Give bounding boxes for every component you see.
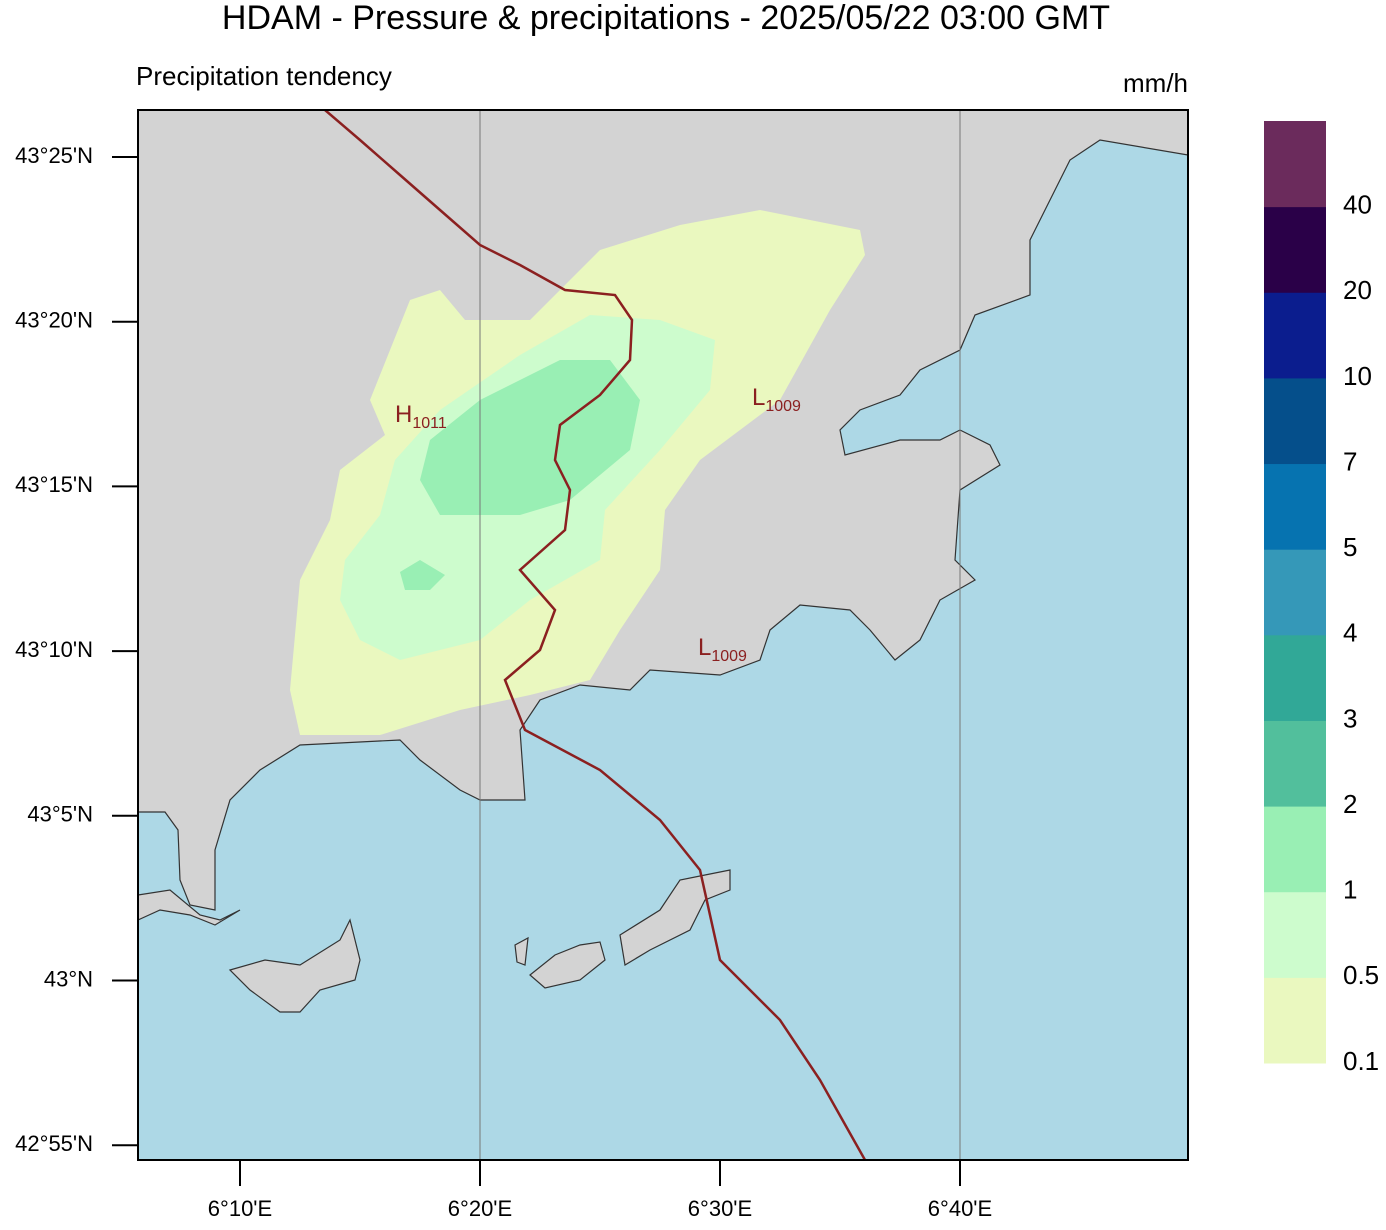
lat-label: 42°55'N [15, 1131, 93, 1156]
colorbar-segment [1264, 634, 1326, 721]
colorbar-segment [1264, 549, 1326, 636]
lat-label: 43°20'N [15, 308, 93, 333]
colorbar-segment [1264, 292, 1326, 379]
colorbar-segment [1264, 977, 1326, 1064]
precip-area [420, 360, 640, 515]
colorbar-segment [1264, 377, 1326, 465]
lon-label: 6°40'E [928, 1196, 992, 1221]
map-frame [137, 109, 1189, 1161]
pressure-label: L1009 [752, 384, 801, 415]
pressure-label: H1011 [395, 401, 447, 432]
colorbar-label: 5 [1343, 532, 1357, 562]
colorbar-label: 40 [1343, 190, 1372, 220]
units-label: mm/h [1123, 68, 1188, 98]
lon-label: 6°20'E [448, 1196, 512, 1221]
lat-label: 43°25'N [15, 143, 93, 168]
pressure-value: 1011 [412, 415, 447, 432]
land-tip [138, 889, 241, 926]
map-subtitle: Precipitation tendency [136, 61, 392, 91]
pressure-value: 1009 [765, 398, 801, 415]
lon-label: 6°10'E [208, 1196, 272, 1221]
pressure-letter: L [698, 634, 711, 661]
colorbar-label: 3 [1343, 703, 1357, 733]
colorbar-label: 7 [1343, 446, 1357, 476]
lat-label: 43°10'N [15, 637, 93, 662]
island [228, 918, 361, 1013]
colorbar-segment [1264, 891, 1326, 978]
lon-label: 6°30'E [688, 1196, 752, 1221]
map-area [138, 110, 1188, 1160]
lat-label: 43°5'N [27, 802, 93, 827]
colorbar-label: 0.1 [1343, 1046, 1379, 1076]
island [529, 941, 606, 989]
sea [138, 139, 1188, 1160]
lat-label: 43°N [44, 966, 93, 991]
colorbar-label: 0.5 [1343, 960, 1379, 990]
colorbar-label: 10 [1343, 361, 1372, 391]
colorbar-label: 1 [1343, 875, 1357, 905]
colorbar-segment [1264, 720, 1326, 807]
colorbar-segment [1264, 806, 1326, 893]
island [514, 936, 529, 966]
colorbar-label: 2 [1343, 789, 1357, 819]
colorbar-segment [1264, 206, 1326, 293]
lat-label: 43°15'N [15, 472, 93, 497]
precip-area [400, 560, 445, 590]
isobar [324, 110, 867, 1160]
pressure-value: 1009 [711, 648, 747, 665]
island [619, 869, 731, 966]
colorbar-segment [1264, 463, 1326, 550]
pressure-label: L1009 [698, 634, 747, 665]
colorbar-label: 20 [1343, 275, 1372, 305]
colorbar-label: 4 [1343, 618, 1357, 648]
colorbar-segment [1264, 121, 1326, 208]
pressure-letter: L [752, 384, 765, 411]
pressure-letter: H [395, 401, 412, 428]
map-title: HDAM - Pressure & precipitations - 2025/… [222, 0, 1110, 37]
